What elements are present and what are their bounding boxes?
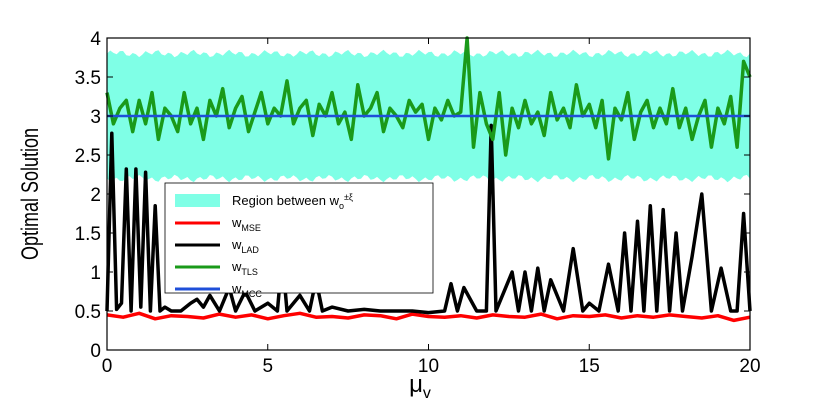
y-tick-label: 0.5 xyxy=(75,302,101,323)
legend-label-subscript: LAD xyxy=(241,245,259,255)
legend-label-text: Region between w xyxy=(232,193,340,208)
x-axis-title-sub: v xyxy=(423,385,431,402)
x-tick-label: 0 xyxy=(102,356,113,377)
y-tick-label: 1.5 xyxy=(75,224,101,245)
series-line-tls xyxy=(105,36,752,161)
legend-label-text: w xyxy=(231,237,242,252)
y-tick-label: 3.5 xyxy=(75,68,101,89)
x-tick-label: 10 xyxy=(418,356,439,377)
y-ticks: 0 0.5 1 1.5 2 2.5 3 3.5 4 xyxy=(75,29,750,362)
x-axis-title-main: μ xyxy=(409,371,423,398)
legend-label-mse: wMSE xyxy=(231,215,261,233)
y-tick-label: 2 xyxy=(90,185,101,206)
y-tick-label: 2.5 xyxy=(75,146,101,167)
plot-area xyxy=(105,36,752,351)
legend-label-mcc: wMCC xyxy=(231,281,262,299)
y-axis-title: Optimal Solution xyxy=(18,128,44,260)
x-ticks: 0 5 10 15 20 xyxy=(102,38,761,377)
series-line-lad xyxy=(105,123,752,315)
legend-label-subscript: TLS xyxy=(241,267,258,277)
legend-label-subscript: o xyxy=(339,201,344,211)
y-tick-label: 4 xyxy=(90,29,101,50)
x-tick-label: 20 xyxy=(739,356,760,377)
x-tick-label: 15 xyxy=(579,356,600,377)
y-tick-label: 0 xyxy=(90,341,101,362)
legend-label-text: w xyxy=(231,281,242,296)
legend-label-lad: wLAD xyxy=(231,237,259,255)
legend-label-text: w xyxy=(231,259,242,274)
y-tick-label: 3 xyxy=(90,107,101,128)
x-tick-label: 5 xyxy=(262,356,273,377)
legend-label-text: w xyxy=(231,215,242,230)
series-layer xyxy=(105,36,752,323)
legend-label-tls: wTLS xyxy=(231,259,258,277)
legend-label-subscript: MCC xyxy=(241,289,262,299)
series-line-mse xyxy=(106,311,751,323)
legend-label-region: Region between wo±ξ xyxy=(232,192,353,211)
legend-label-subscript: MSE xyxy=(241,223,261,233)
y-tick-label: 1 xyxy=(90,263,101,284)
legend-label-suffix: ±ξ xyxy=(344,192,353,202)
legend-swatch-region xyxy=(175,194,220,207)
x-axis-title: μv xyxy=(409,371,431,402)
